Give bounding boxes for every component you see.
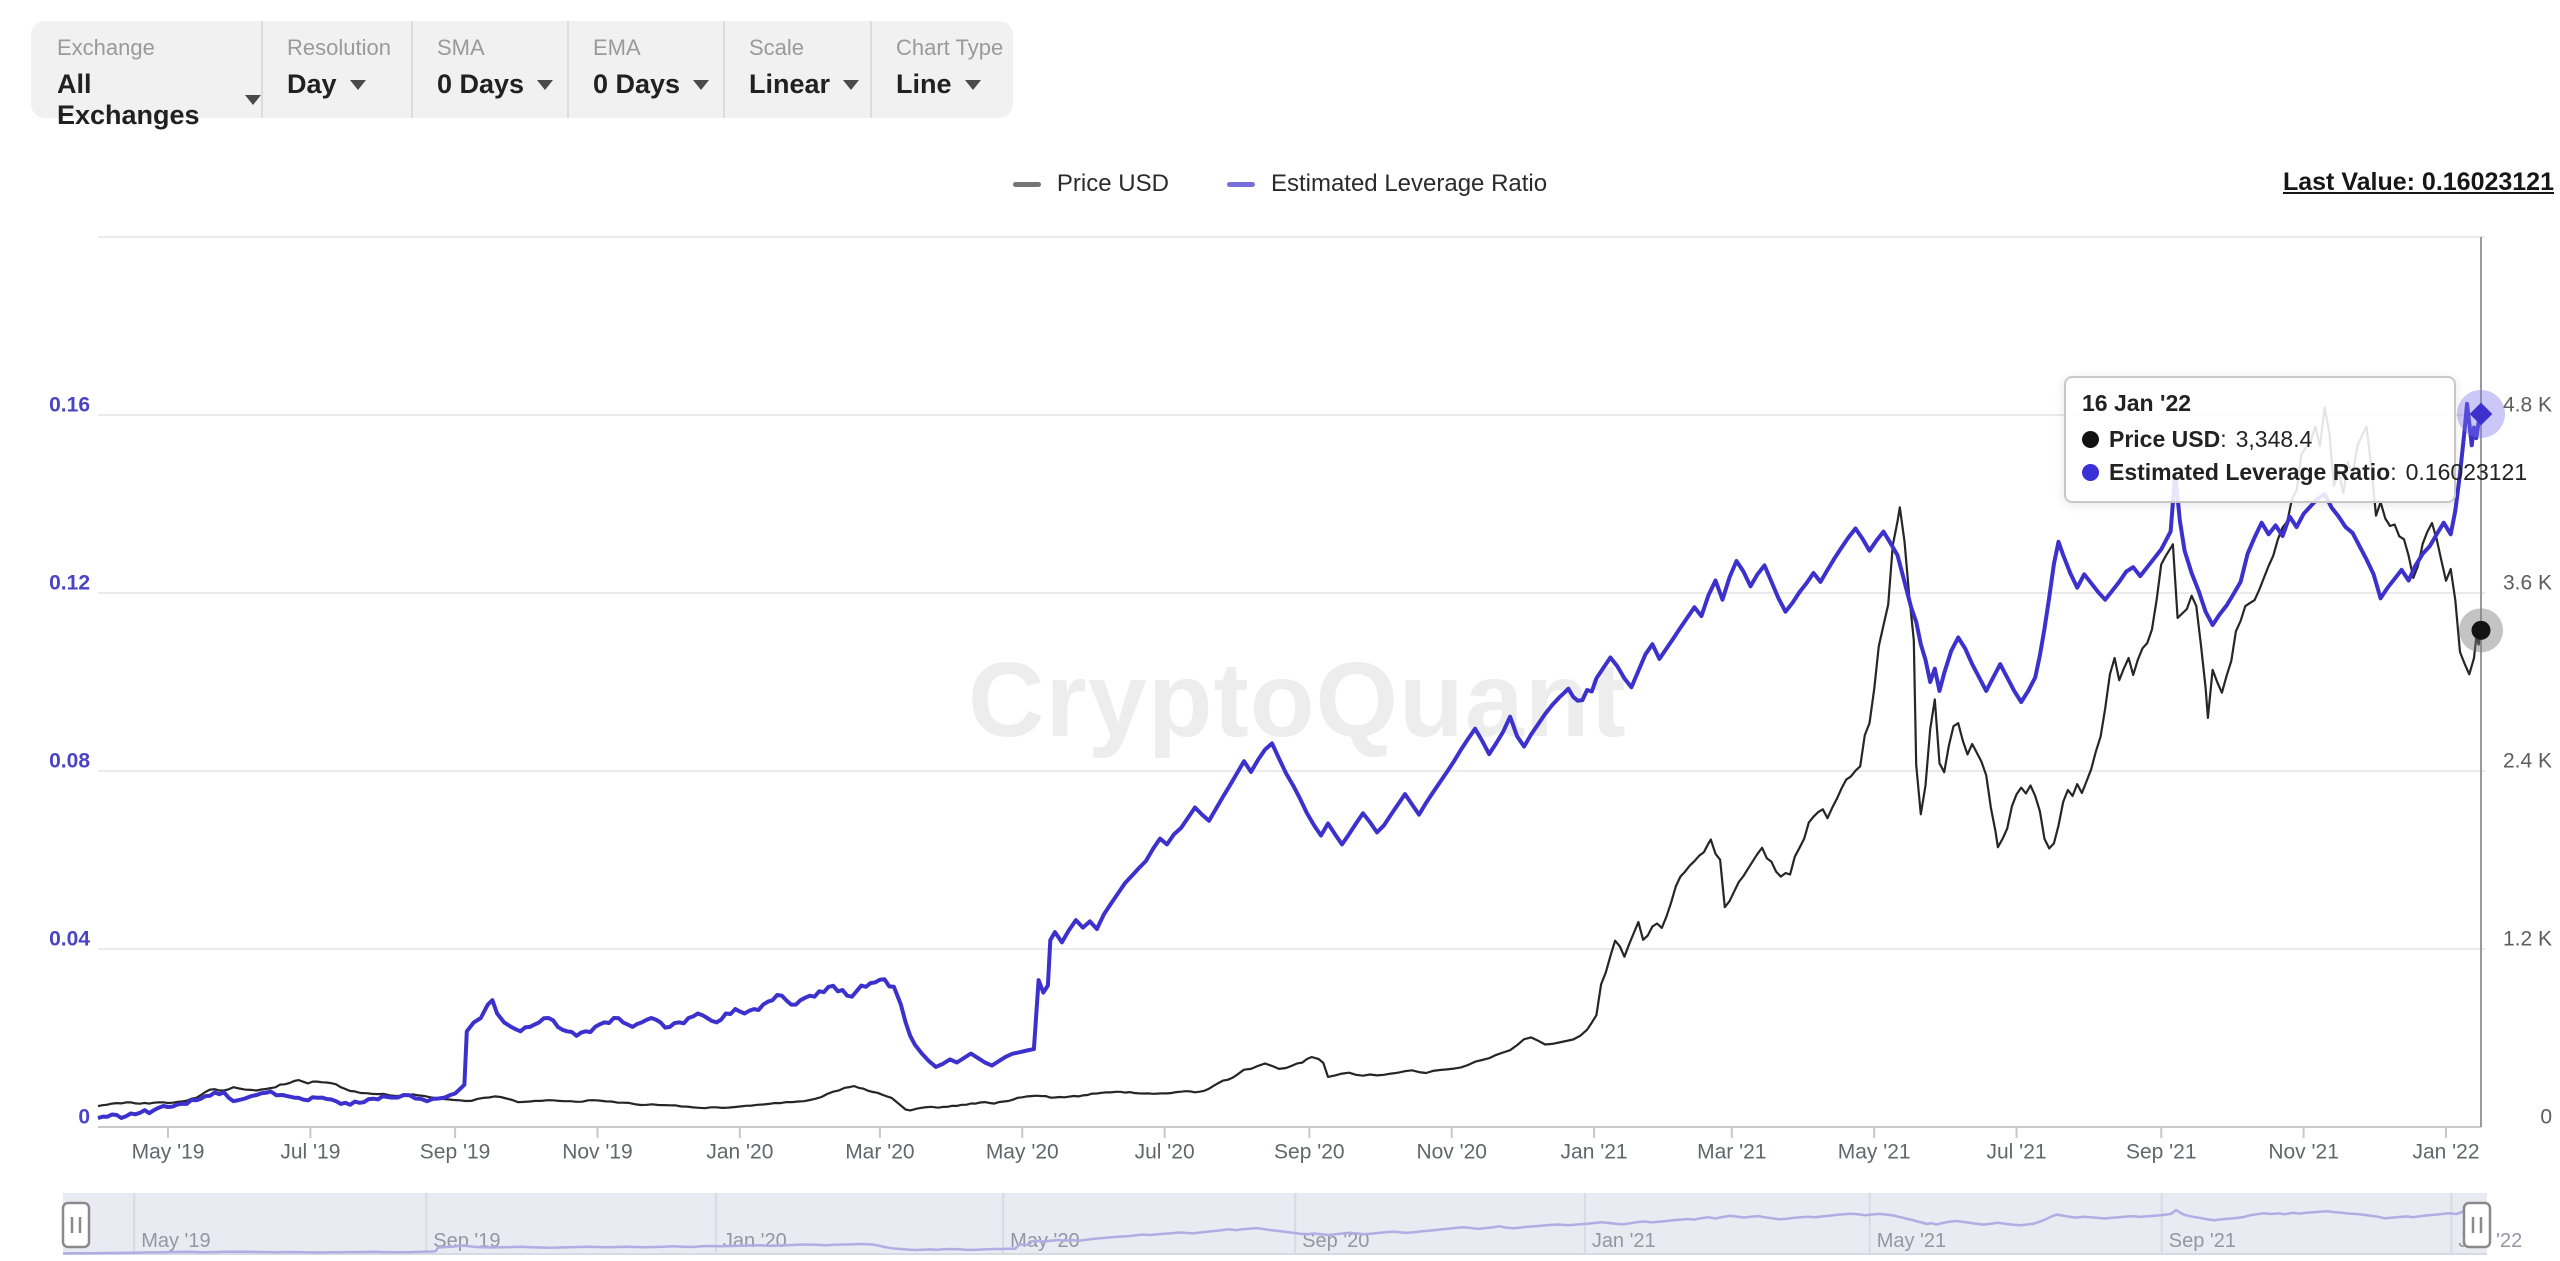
x-axis-label: Nov '19 bbox=[562, 1141, 633, 1164]
scale-label: Scale bbox=[749, 35, 805, 60]
x-axis-label: Jul '19 bbox=[280, 1141, 340, 1164]
navigator-label: Sep '20 bbox=[1302, 1230, 1369, 1252]
tooltip-date: 16 Jan '22 bbox=[2082, 390, 2192, 416]
y-axis-right-label: 2.4 K bbox=[2503, 750, 2552, 773]
y-axis-left-label: 0.08 bbox=[49, 750, 90, 773]
scale-value: Linear bbox=[749, 69, 831, 99]
chart-type-value: Line bbox=[896, 69, 952, 99]
leverage-ratio-line bbox=[97, 401, 2483, 1121]
navigator-track[interactable] bbox=[63, 1193, 2487, 1254]
resolution-select[interactable]: Resolution Day bbox=[261, 21, 411, 118]
chevron-down-icon bbox=[349, 79, 366, 90]
y-axis-right-label: 1.2 K bbox=[2503, 928, 2552, 951]
ema-label: EMA bbox=[593, 35, 641, 60]
plot-area[interactable] bbox=[98, 235, 2481, 1127]
chart-legend: Price USD Estimated Leverage Ratio bbox=[0, 170, 2560, 198]
chevron-down-icon bbox=[537, 79, 554, 90]
price-usd-line bbox=[97, 406, 2483, 1112]
legend-item-price-usd[interactable]: Price USD bbox=[1012, 170, 1169, 198]
x-axis-label: Jan '21 bbox=[1561, 1141, 1628, 1164]
y-axis-left-label: 0.16 bbox=[49, 394, 90, 417]
tooltip-row: Price USD:3,348.4 bbox=[2082, 423, 2438, 456]
sma-label: SMA bbox=[437, 35, 485, 60]
x-axis-label: Sep '19 bbox=[420, 1141, 491, 1164]
x-axis-label: Mar '21 bbox=[1697, 1141, 1766, 1164]
chevron-down-icon bbox=[964, 79, 981, 90]
exchange-select[interactable]: Exchange All Exchanges bbox=[31, 21, 261, 130]
legend-item-estimated-leverage-ratio[interactable]: Estimated Leverage Ratio bbox=[1226, 170, 1548, 198]
sma-value: 0 Days bbox=[437, 69, 525, 99]
tooltip-series-name: Price USD bbox=[2109, 426, 2221, 452]
leverage-marker-diamond bbox=[2469, 402, 2493, 426]
x-axis-label: Jan '20 bbox=[706, 1141, 773, 1164]
x-axis-label: Nov '20 bbox=[1416, 1141, 1487, 1164]
chart-toolbar: Exchange All Exchanges Resolution Day SM… bbox=[31, 21, 1013, 130]
resolution-label: Resolution bbox=[287, 35, 391, 60]
y-axis-right-label: 3.6 K bbox=[2503, 572, 2552, 595]
x-axis-label: Jul '20 bbox=[1135, 1141, 1195, 1164]
exchange-value: All Exchanges bbox=[57, 69, 200, 130]
x-axis-label: Jan '22 bbox=[2412, 1141, 2479, 1164]
price-usd-line-icon bbox=[1012, 181, 1041, 187]
navigator-label: May '21 bbox=[1877, 1230, 1946, 1252]
ema-value: 0 Days bbox=[593, 69, 681, 99]
x-axis-label: Sep '21 bbox=[2126, 1141, 2197, 1164]
scale-select[interactable]: Scale Linear bbox=[723, 21, 870, 118]
navigator-handle-right[interactable] bbox=[2462, 1201, 2492, 1249]
navigator-label: Jan '20 bbox=[723, 1230, 787, 1252]
x-axis-label: Nov '21 bbox=[2268, 1141, 2339, 1164]
leverage-ratio-line-icon bbox=[1226, 181, 1255, 187]
exchange-label: Exchange bbox=[57, 35, 155, 60]
last-value-link[interactable]: Last Value: 0.16023121 bbox=[2282, 168, 2554, 196]
navigator-label: Jan '21 bbox=[1592, 1230, 1656, 1252]
y-axis-left-label: 0.04 bbox=[49, 928, 90, 951]
chart-tooltip: 16 Jan '22 Price USD:3,348.4 Estimated Le… bbox=[2064, 376, 2527, 503]
navigator-label: Sep '21 bbox=[2169, 1230, 2236, 1252]
navigator-label: May '19 bbox=[141, 1230, 210, 1252]
y-axis-left-label: 0 bbox=[78, 1106, 90, 1129]
cryptoquant-watermark: CryptoQuant bbox=[968, 641, 1627, 759]
chevron-down-icon bbox=[843, 79, 860, 90]
chevron-down-icon bbox=[245, 95, 261, 105]
y-axis-left-label: 0.12 bbox=[49, 572, 90, 595]
handle-grip-icon bbox=[2462, 1201, 2492, 1249]
tooltip-series-value: 3,348.4 bbox=[2235, 426, 2313, 452]
x-axis-label: May '21 bbox=[1838, 1141, 1911, 1164]
x-axis-label: Jul '21 bbox=[1987, 1141, 2047, 1164]
ema-select[interactable]: EMA 0 Days bbox=[567, 21, 723, 118]
x-axis-label: Sep '20 bbox=[1274, 1141, 1345, 1164]
tooltip-series-value: 0.16023121 bbox=[2405, 459, 2528, 485]
sma-select[interactable]: SMA 0 Days bbox=[411, 21, 567, 118]
x-axis-label: May '19 bbox=[132, 1141, 205, 1164]
y-axis-right-label: 4.8 K bbox=[2503, 394, 2552, 417]
x-axis-label: Mar '20 bbox=[845, 1141, 914, 1164]
legend-label: Price USD bbox=[1056, 170, 1169, 197]
chart-type-label: Chart Type bbox=[896, 35, 1004, 60]
series-dot-icon bbox=[2082, 431, 2099, 448]
chevron-down-icon bbox=[693, 79, 710, 90]
price-marker bbox=[2471, 620, 2491, 640]
x-axis-label: May '20 bbox=[986, 1141, 1059, 1164]
resolution-value: Day bbox=[287, 69, 337, 99]
series-dot-icon bbox=[2082, 464, 2099, 481]
y-axis-right-label: 0 bbox=[2540, 1106, 2552, 1129]
chart-type-select[interactable]: Chart Type Line bbox=[870, 21, 1013, 118]
handle-grip-icon bbox=[61, 1201, 91, 1249]
legend-label: Estimated Leverage Ratio bbox=[1270, 170, 1548, 197]
tooltip-series-name: Estimated Leverage Ratio bbox=[2109, 459, 2391, 485]
navigator-series bbox=[62, 1204, 2488, 1255]
tooltip-row: Estimated Leverage Ratio:0.16023121 bbox=[2082, 456, 2527, 489]
navigator-handle-left[interactable] bbox=[61, 1201, 91, 1249]
